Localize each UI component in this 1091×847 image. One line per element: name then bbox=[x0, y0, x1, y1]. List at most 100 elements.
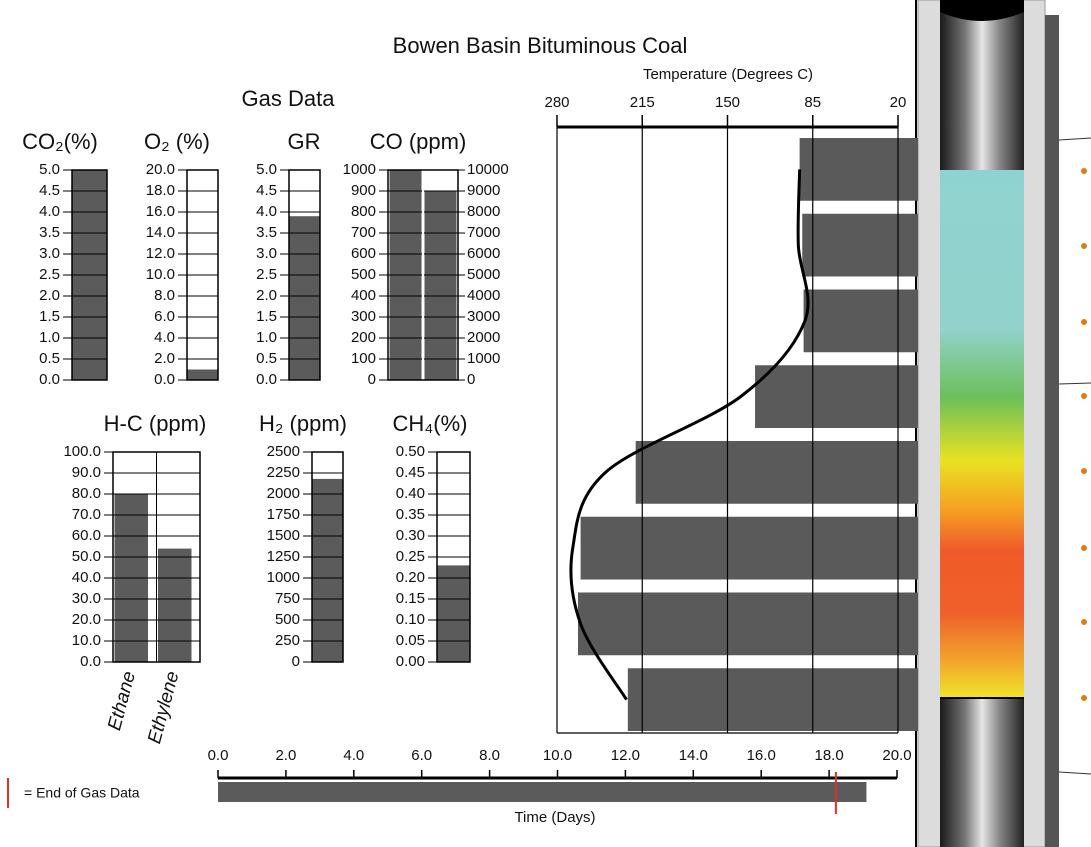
x-tick-label: 150 bbox=[715, 94, 740, 111]
y-tick-label: 0.50 bbox=[396, 443, 425, 460]
x-tick-label: 4.0 bbox=[343, 747, 364, 764]
figure-title: Bowen Basin Bituminous Coal bbox=[393, 33, 688, 58]
y-tick-label: 1.0 bbox=[256, 329, 277, 346]
y2-tick-label: 9000 bbox=[467, 182, 500, 199]
y-tick-label: 750 bbox=[275, 590, 300, 607]
gauge-title: O₂ (%) bbox=[144, 129, 210, 154]
y-tick-label: 0 bbox=[292, 653, 300, 670]
y-tick-label: 18.0 bbox=[146, 182, 175, 199]
y-tick-label: 2.0 bbox=[256, 287, 277, 304]
x-tick-label: 16.0 bbox=[747, 747, 776, 764]
y-tick-label: 0.5 bbox=[39, 350, 60, 367]
sensor-dot bbox=[1081, 695, 1087, 701]
y-tick-label: 10.0 bbox=[72, 632, 101, 649]
y-tick-label: 2500 bbox=[267, 443, 300, 460]
sensor-dot bbox=[1081, 545, 1087, 551]
y-tick-label: 5.0 bbox=[39, 161, 60, 178]
gauge-box bbox=[311, 451, 344, 663]
y-tick-label: 40.0 bbox=[72, 569, 101, 586]
y2-tick-label: 5000 bbox=[467, 266, 500, 283]
y2-tick-label: 4000 bbox=[467, 287, 500, 304]
bar bbox=[580, 516, 918, 580]
y-tick-label: 20.0 bbox=[146, 161, 175, 178]
y-tick-label: 1000 bbox=[267, 569, 300, 586]
heat-zone bbox=[940, 170, 1024, 698]
y2-tick-label: 0 bbox=[467, 371, 475, 388]
y-tick-label: 1.5 bbox=[256, 308, 277, 325]
y-tick-label: 2.5 bbox=[256, 266, 277, 283]
sensor-line bbox=[1058, 771, 1091, 775]
y-tick-label: 4.5 bbox=[256, 182, 277, 199]
gauge-box bbox=[71, 169, 108, 381]
bar bbox=[635, 441, 918, 504]
gauge-box bbox=[288, 169, 321, 381]
y-tick-label: 2.5 bbox=[39, 266, 60, 283]
y-tick-label: 30.0 bbox=[72, 590, 101, 607]
y-tick-label: 10.0 bbox=[146, 266, 175, 283]
bar bbox=[424, 191, 457, 380]
bar bbox=[803, 289, 918, 353]
gauge-box bbox=[112, 451, 201, 663]
bar bbox=[158, 548, 192, 662]
x-tick-label: 0.0 bbox=[208, 747, 229, 764]
y-tick-label: 500 bbox=[351, 266, 376, 283]
y2-tick-label: 6000 bbox=[467, 245, 500, 262]
bar bbox=[577, 592, 918, 656]
y-tick-label: 500 bbox=[275, 611, 300, 628]
y-tick-label: 1750 bbox=[267, 506, 300, 523]
gauge-title: CO₂(%) bbox=[22, 129, 98, 154]
sensor-line bbox=[1058, 382, 1091, 385]
bar bbox=[312, 478, 343, 662]
y-tick-label: 800 bbox=[351, 203, 376, 220]
y-tick-label: 90.0 bbox=[72, 464, 101, 481]
y-tick-label: 700 bbox=[351, 224, 376, 241]
sensor-dot bbox=[1081, 168, 1087, 174]
x-tick-label: 12.0 bbox=[611, 747, 640, 764]
bar bbox=[799, 138, 918, 201]
y-tick-label: 0.5 bbox=[256, 350, 277, 367]
y-tick-label: 300 bbox=[351, 308, 376, 325]
gauge-title: H-C (ppm) bbox=[104, 411, 207, 436]
category-label: Ethylene bbox=[144, 669, 183, 746]
y-tick-label: 4.0 bbox=[154, 329, 175, 346]
y-tick-label: 4.0 bbox=[39, 203, 60, 220]
y-tick-label: 900 bbox=[351, 182, 376, 199]
y2-tick-label: 7000 bbox=[467, 224, 500, 241]
gauge-box bbox=[186, 169, 219, 381]
x-tick-label: 14.0 bbox=[679, 747, 708, 764]
y-tick-label: 3.0 bbox=[256, 245, 277, 262]
y2-tick-label: 2000 bbox=[467, 329, 500, 346]
sensor-lines bbox=[1058, 137, 1091, 775]
y-tick-label: 3.0 bbox=[39, 245, 60, 262]
y-tick-label: 2250 bbox=[267, 464, 300, 481]
y-tick-label: 50.0 bbox=[72, 548, 101, 565]
bar bbox=[437, 565, 470, 662]
y-tick-label: 5.0 bbox=[256, 161, 277, 178]
x-tick-label: 18.0 bbox=[814, 747, 843, 764]
axis-title: Time (Days) bbox=[514, 809, 595, 826]
gauge-box bbox=[387, 169, 459, 381]
y-tick-label: 0.20 bbox=[396, 569, 425, 586]
sensor-dot bbox=[1081, 619, 1087, 625]
gauge-title: CH₄(%) bbox=[393, 411, 468, 436]
y-tick-label: 0.00 bbox=[396, 653, 425, 670]
sensor-dot bbox=[1081, 393, 1087, 399]
y-tick-label: 60.0 bbox=[72, 527, 101, 544]
y-tick-label: 600 bbox=[351, 245, 376, 262]
y-tick-label: 100 bbox=[351, 350, 376, 367]
y-tick-label: 0.0 bbox=[80, 653, 101, 670]
y-tick-label: 0.45 bbox=[396, 464, 425, 481]
y-tick-label: 0.35 bbox=[396, 506, 425, 523]
y-tick-label: 0.10 bbox=[396, 611, 425, 628]
y-tick-label: 8.0 bbox=[154, 287, 175, 304]
sensor-dot bbox=[1081, 319, 1087, 325]
y-tick-label: 1500 bbox=[267, 527, 300, 544]
sensor-dot bbox=[1081, 243, 1087, 249]
y2-tick-label: 1000 bbox=[467, 350, 500, 367]
gauge-box bbox=[436, 451, 471, 663]
bar bbox=[755, 365, 918, 428]
y-tick-label: 250 bbox=[275, 632, 300, 649]
y-tick-label: 2.0 bbox=[154, 350, 175, 367]
y-tick-label: 0 bbox=[368, 371, 376, 388]
